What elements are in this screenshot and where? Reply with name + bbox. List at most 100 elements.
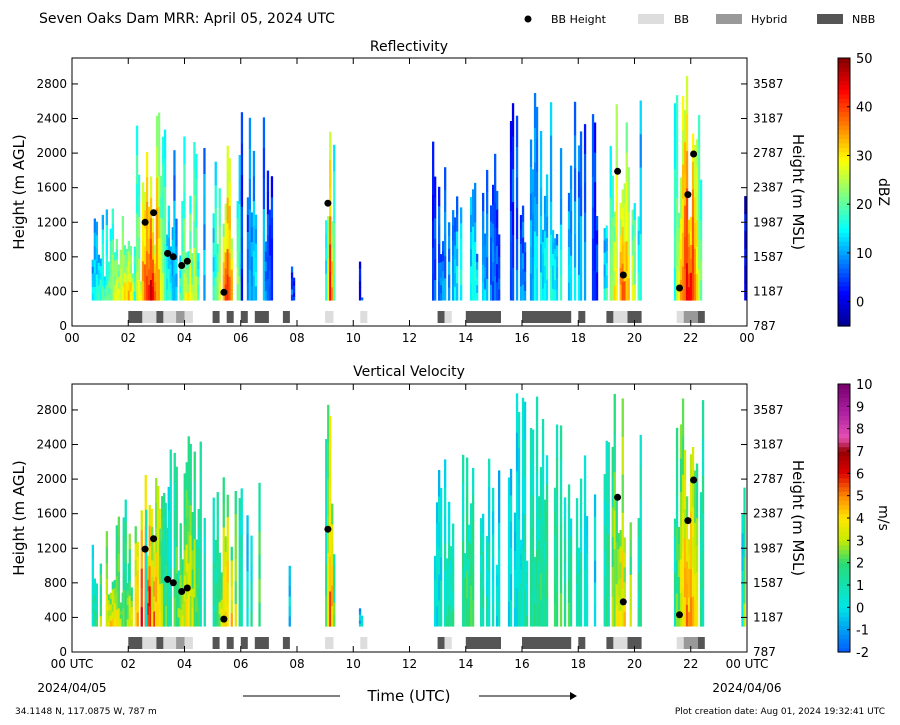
field-cell [115,289,118,301]
field-cell [553,580,557,604]
field-cell [240,174,244,207]
field-cell [498,496,501,523]
field-cell [183,498,186,525]
field-cell [133,255,137,265]
bb-height-point [178,262,186,269]
classification-segment-nbb [522,311,572,323]
field-cell [629,522,632,541]
field-cell [498,278,501,290]
field-cell [250,580,253,597]
x-tick-label: 20 [627,331,642,345]
field-cell [185,276,188,285]
field-cell [157,175,161,207]
field-cell [240,511,243,535]
y-tick-label-right: 3187 [753,112,784,126]
field-cell [333,566,336,579]
field-cell [446,580,449,593]
field-cell [468,575,471,593]
field-cell [109,598,112,605]
field-cell [163,243,167,273]
field-cell [122,607,125,627]
colorbar-band [838,620,850,626]
field-cell [605,225,608,239]
colorbar-band [838,491,850,497]
field-cell [689,597,693,627]
colorbar-band [838,401,850,407]
field-cell [623,537,626,553]
field-cell [535,511,539,551]
field-cell [515,548,519,588]
field-cell [189,247,192,266]
x-tick-label: 18 [571,657,586,671]
field-cell [452,285,455,301]
field-cell [146,602,149,615]
field-cell [577,145,581,172]
classification-segment-nbb [465,311,501,323]
x-tick-label: 02 [121,331,136,345]
field-cell [525,560,529,573]
bb-height-point [183,257,191,265]
field-cell [639,133,642,168]
field-cell [513,512,517,532]
field-cell [193,451,196,482]
field-cell [133,291,137,301]
field-cell [134,576,137,594]
field-cell [438,548,441,575]
field-cell [111,208,114,225]
field-cell [248,239,252,271]
field-cell [579,601,583,627]
field-cell [621,588,624,627]
field-cell [543,265,547,284]
field-cell [438,281,441,301]
field-cell [673,136,677,170]
field-cell [517,447,521,484]
field-cell [222,601,225,627]
field-cell [137,216,141,238]
field-cell [442,280,445,291]
field-cell [448,274,451,288]
field-cell [121,244,124,259]
y-tick-label: 400 [44,284,67,298]
colorbar-band [838,549,850,555]
colorbar-band [838,133,850,139]
field-cell [238,179,241,204]
field-cell [216,492,219,515]
field-cell [99,293,102,301]
field-cell [358,620,362,624]
field-cell [145,275,149,301]
colorbar-band [838,616,850,622]
field-cell [236,234,239,251]
field-cell [434,614,437,627]
field-cell [569,165,573,189]
field-cell [105,284,108,301]
creation-date-text: Plot creation date: Aug 01, 2024 19:32:4… [675,707,885,717]
field-cell [515,587,519,627]
field-cell [563,518,567,541]
field-cell [133,246,137,257]
field-cell [163,129,167,159]
x-tick-label: 00 UTC [726,657,769,671]
field-cell [130,619,133,627]
field-cell [687,553,691,569]
field-cell [191,292,194,301]
field-cell [105,254,108,271]
field-cell [490,237,493,254]
legend-nbb-label: NBB [852,13,875,26]
colorbar-band [838,272,850,278]
field-cell [563,561,567,584]
field-cell [224,551,227,567]
field-cell [577,171,581,198]
field-cell [593,240,597,271]
field-cell [434,602,437,615]
field-cell [228,276,231,301]
field-cell [609,197,612,224]
field-cell [509,521,513,548]
field-cell [593,181,597,212]
field-cell [442,290,445,301]
field-cell [234,603,237,627]
field-cell [105,209,108,225]
field-cell [240,580,243,604]
field-cell [563,583,567,606]
field-cell [91,599,94,613]
field-cell [125,248,128,258]
